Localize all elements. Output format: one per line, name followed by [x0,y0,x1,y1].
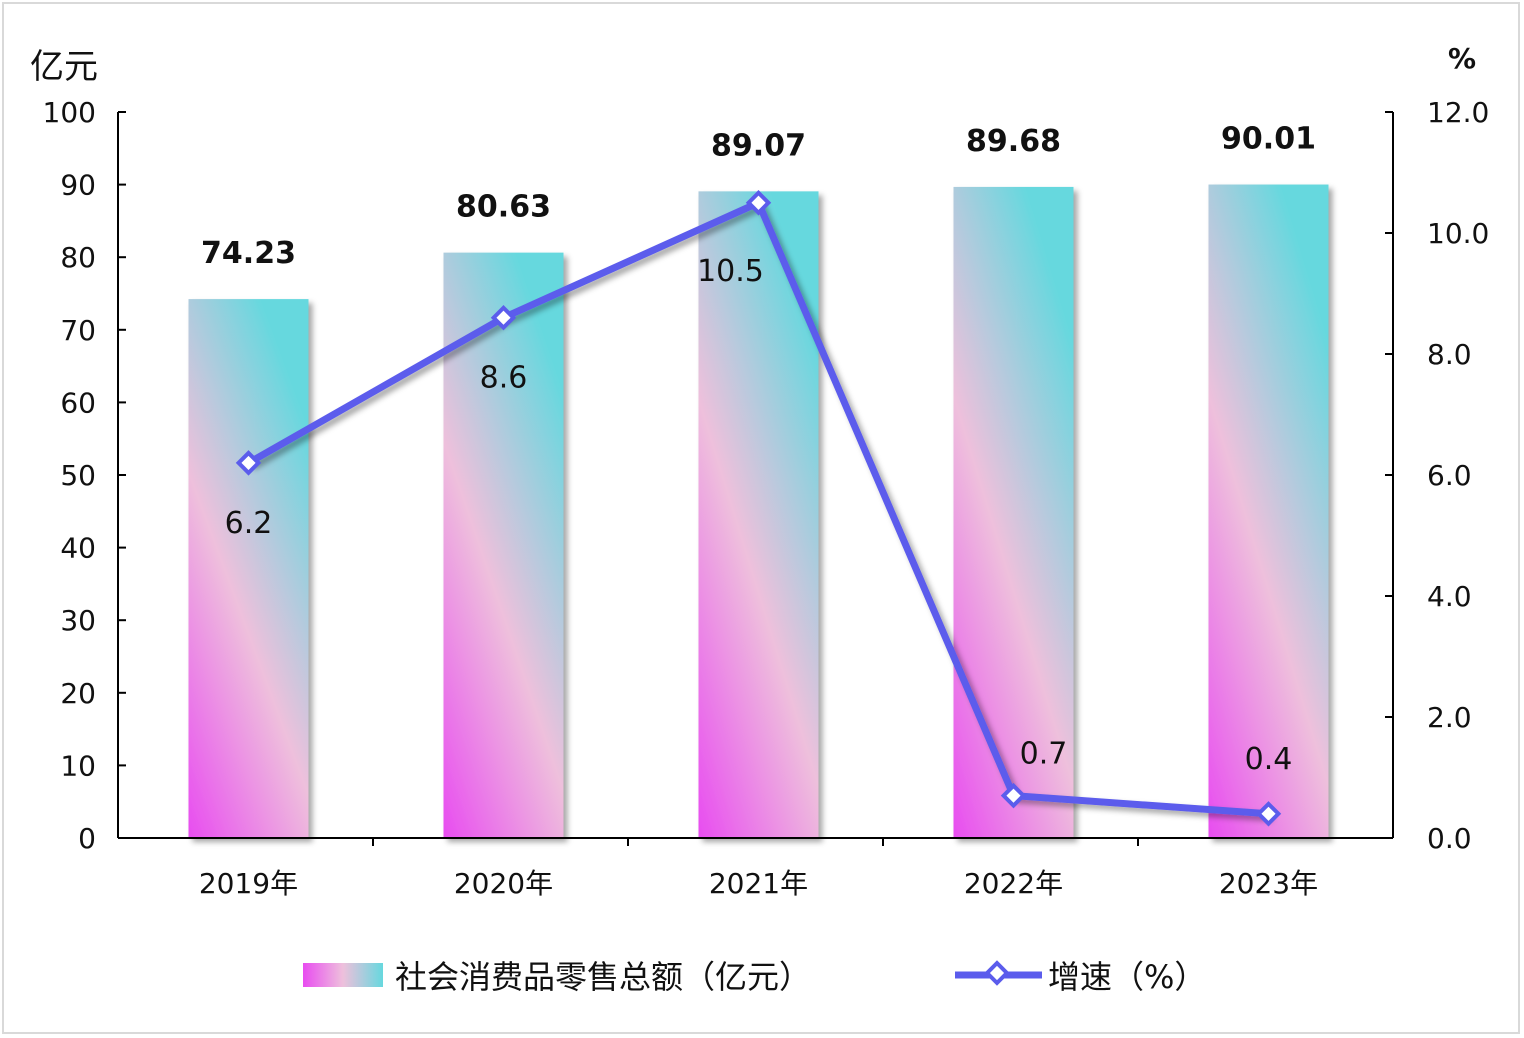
right-tick-label: 2.0 [1427,701,1472,734]
bar-value-label: 74.23 [201,236,296,271]
legend-line-label: 增速（%） [1048,958,1206,996]
right-tick-label: 12.0 [1427,96,1489,129]
growth-value-label: 0.4 [1245,742,1293,777]
growth-value-label: 8.6 [480,361,528,396]
left-axis-unit: 亿元 [30,47,98,87]
left-tick-label: 30 [60,604,96,637]
left-tick-label: 90 [60,169,96,202]
left-tick-label: 0 [78,822,96,855]
x-tick-label: 2023年 [1219,867,1318,900]
left-tick-label: 40 [60,532,96,565]
bar-value-label: 89.68 [966,124,1061,159]
growth-value-label: 10.5 [697,254,764,289]
left-tick-label: 50 [60,459,96,492]
x-tick-label: 2021年 [709,867,808,900]
bar-value-label: 80.63 [456,190,551,225]
growth-marker [1000,782,1027,809]
legend: 社会消费品零售总额（亿元） 增速（%） [303,958,1206,996]
growth-marker [745,190,772,216]
right-tick-label: 0.0 [1427,822,1472,855]
bar-2020年 [443,252,564,838]
left-tick-label: 10 [60,749,96,782]
x-tick-label: 2020年 [454,867,553,900]
left-tick-label: 80 [60,241,96,274]
right-tick-label: 10.0 [1427,217,1489,250]
left-tick-label: 100 [43,96,96,129]
growth-marker [235,450,262,476]
bar-2019年 [188,299,309,838]
bar-2022年 [953,186,1074,838]
growth-marker [1255,801,1282,827]
right-tick-label: 4.0 [1427,580,1472,613]
right-tick-label: 8.0 [1427,338,1472,371]
bar-2023年 [1208,184,1329,838]
growth-value-label: 6.2 [225,506,273,541]
left-tick-label: 20 [60,677,96,710]
legend-bar-label: 社会消费品零售总额（亿元） [395,958,811,996]
x-tick-label: 2019年 [199,867,298,900]
legend-marker-icon [984,960,1010,986]
right-axis-unit: % [1448,42,1476,75]
legend-bar-swatch [303,963,383,987]
left-tick-label: 60 [60,386,96,419]
bar-value-label: 89.07 [711,128,806,163]
left-tick-label: 70 [60,314,96,347]
right-tick-label: 6.0 [1427,459,1472,492]
x-tick-label: 2022年 [964,867,1063,900]
bar-value-label: 90.01 [1221,122,1316,157]
growth-value-label: 0.7 [1020,737,1068,772]
growth-marker [490,304,517,331]
